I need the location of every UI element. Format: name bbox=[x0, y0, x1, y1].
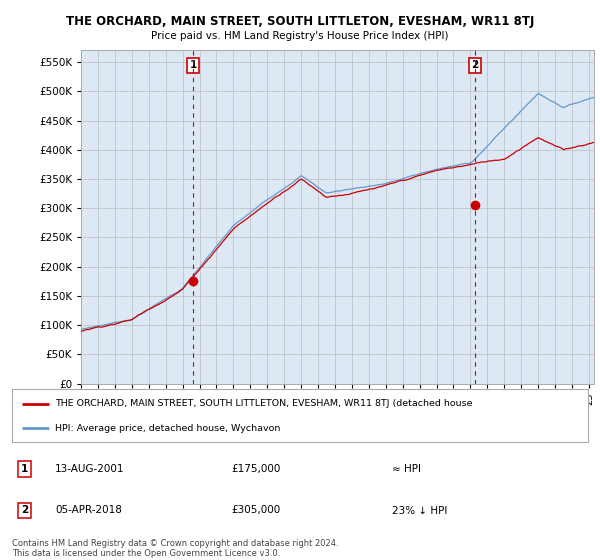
FancyBboxPatch shape bbox=[12, 389, 588, 442]
Text: THE ORCHARD, MAIN STREET, SOUTH LITTLETON, EVESHAM, WR11 8TJ (detached house: THE ORCHARD, MAIN STREET, SOUTH LITTLETO… bbox=[55, 399, 473, 408]
Text: 2: 2 bbox=[21, 506, 28, 516]
Text: £305,000: £305,000 bbox=[231, 506, 280, 516]
Text: HPI: Average price, detached house, Wychavon: HPI: Average price, detached house, Wych… bbox=[55, 423, 281, 432]
Text: 1: 1 bbox=[190, 60, 197, 71]
Text: 13-AUG-2001: 13-AUG-2001 bbox=[55, 464, 125, 474]
Text: Price paid vs. HM Land Registry's House Price Index (HPI): Price paid vs. HM Land Registry's House … bbox=[151, 31, 449, 41]
Text: £175,000: £175,000 bbox=[231, 464, 280, 474]
Text: ≈ HPI: ≈ HPI bbox=[392, 464, 421, 474]
Text: Contains HM Land Registry data © Crown copyright and database right 2024.
This d: Contains HM Land Registry data © Crown c… bbox=[12, 539, 338, 558]
Text: THE ORCHARD, MAIN STREET, SOUTH LITTLETON, EVESHAM, WR11 8TJ: THE ORCHARD, MAIN STREET, SOUTH LITTLETO… bbox=[66, 15, 534, 28]
Text: 1: 1 bbox=[21, 464, 28, 474]
Text: 23% ↓ HPI: 23% ↓ HPI bbox=[392, 506, 448, 516]
Text: 05-APR-2018: 05-APR-2018 bbox=[55, 506, 122, 516]
Text: 2: 2 bbox=[471, 60, 478, 71]
